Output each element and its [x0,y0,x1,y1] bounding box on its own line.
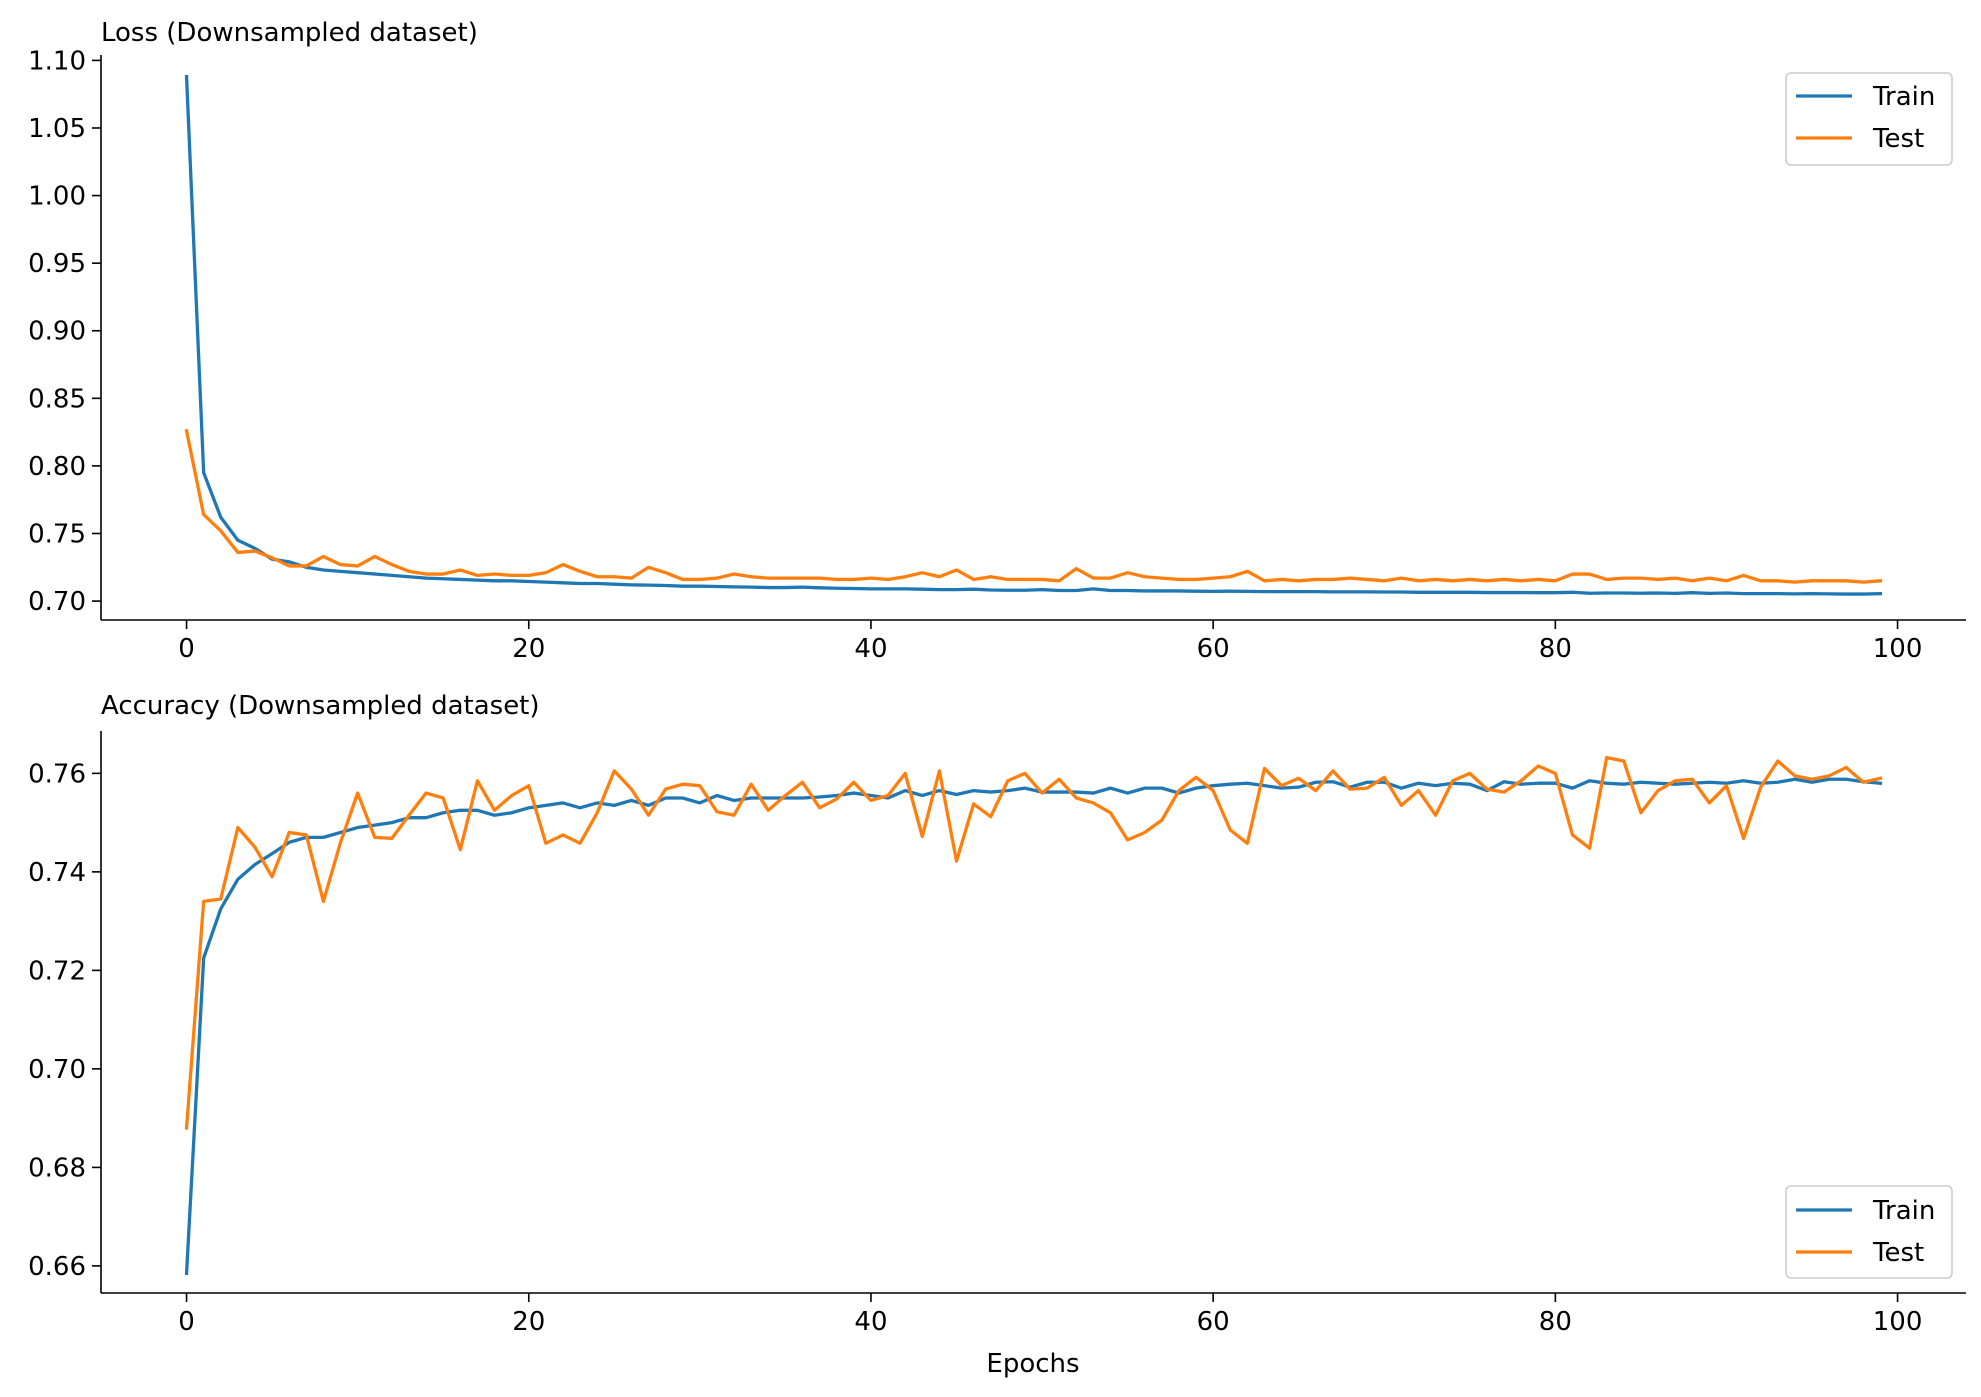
loss-legend: Train Test [1785,72,1953,166]
loss-train-line [184,74,1883,596]
loss-x-tick-label: 0 [178,634,195,664]
accuracy-y-tick-label: 0.74 [28,858,86,888]
loss-x-tick-label: 20 [512,634,545,664]
loss-y-tick-label: 0.90 [28,317,86,347]
accuracy-x-tick-label: 0 [178,1307,195,1337]
accuracy-legend-test-label: Test [1872,1238,1924,1268]
loss-x-tick-label: 80 [1539,634,1572,664]
accuracy-x-tick-label: 60 [1197,1307,1230,1337]
accuracy-y-tick-label: 0.66 [28,1252,86,1282]
loss-legend-test-label: Test [1872,124,1924,154]
accuracy-chart: Accuracy (Downsampled dataset) 0 20 40 60 80… [28,691,1966,1379]
loss-y-tick-label: 0.70 [28,587,86,617]
loss-y-tick-label: 0.95 [28,249,86,279]
accuracy-x-tick-label: 80 [1539,1307,1572,1337]
accuracy-y-tick-label: 0.70 [28,1055,86,1085]
loss-y-tick-label: 0.75 [28,519,86,549]
loss-series-lines [184,74,1883,596]
accuracy-x-ticks: 0 20 40 60 80 100 [178,1293,1922,1337]
loss-x-tick-label: 40 [854,634,887,664]
loss-chart: Loss (Downsampled dataset) 0 20 40 60 80 100 … [28,18,1966,664]
loss-y-ticks: 0.70 0.75 0.80 0.85 0.90 0.95 1.00 1.05 1.10 [28,46,101,617]
loss-y-tick-label: 1.10 [28,46,86,76]
loss-x-ticks: 0 20 40 60 80 100 [178,620,1922,664]
accuracy-y-tick-label: 0.76 [28,759,86,789]
accuracy-y-ticks: 0.66 0.68 0.70 0.72 0.74 0.76 [28,759,101,1282]
accuracy-y-tick-label: 0.72 [28,956,86,986]
loss-y-tick-label: 1.05 [28,114,86,144]
accuracy-y-tick-label: 0.68 [28,1153,86,1183]
accuracy-chart-title: Accuracy (Downsampled dataset) [101,691,540,721]
accuracy-x-tick-label: 20 [512,1307,545,1337]
accuracy-x-tick-label: 100 [1873,1307,1923,1337]
accuracy-legend: Train Test [1785,1185,1953,1279]
loss-y-tick-label: 0.80 [28,452,86,482]
loss-chart-title: Loss (Downsampled dataset) [101,18,478,48]
loss-y-tick-label: 0.85 [28,384,86,414]
accuracy-legend-train-label: Train [1872,1196,1935,1226]
accuracy-series-lines [184,755,1883,1276]
accuracy-x-tick-label: 40 [854,1307,887,1337]
loss-legend-train-label: Train [1872,82,1935,112]
loss-x-tick-label: 60 [1197,634,1230,664]
loss-x-tick-label: 100 [1873,634,1923,664]
accuracy-test-line [184,755,1883,1130]
loss-test-line [184,428,1883,584]
loss-y-tick-label: 1.00 [28,182,86,212]
accuracy-x-axis-label: Epochs [986,1349,1079,1379]
